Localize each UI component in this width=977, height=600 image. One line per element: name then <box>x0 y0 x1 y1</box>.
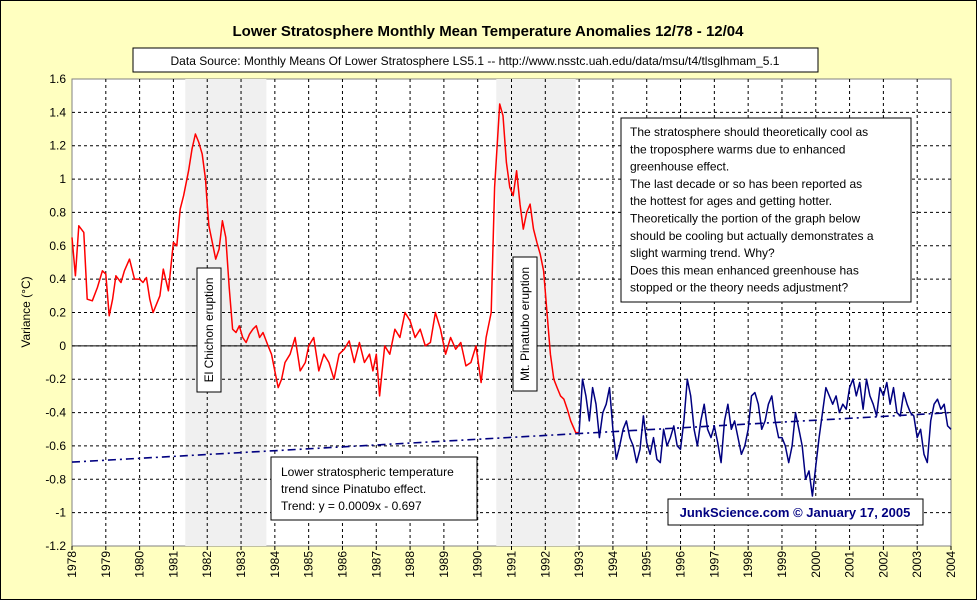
credit-text: JunkScience.com © January 17, 2005 <box>680 505 911 520</box>
x-tick-label: 2002 <box>876 551 890 578</box>
y-tick-label: 0.4 <box>49 272 66 286</box>
credit-box <box>667 498 924 526</box>
series-line-0 <box>71 103 580 434</box>
x-tick-label: 1991 <box>505 551 519 578</box>
x-tick-label: 1999 <box>775 551 789 578</box>
x-tick-label: 1980 <box>133 551 147 578</box>
x-tick-label: 1981 <box>166 551 180 578</box>
note-line: the hottest for ages and getting hotter. <box>630 194 832 208</box>
el-chichon-label: El Chichon eruption <box>202 278 216 383</box>
y-tick-labels: -1.2 -1 -0.8 -0.6 -0.4 -0.2 0 0.2 0.4 0.6 0.8 1 1.2 1… <box>45 72 66 553</box>
x-tick-label: 1995 <box>640 551 654 578</box>
x-tick-label: 1990 <box>471 551 485 578</box>
y-tick-label: 0.6 <box>49 239 66 253</box>
note-line: Does this mean enhanced greenhouse has <box>630 263 859 277</box>
y-tick-label: 0.2 <box>49 306 66 320</box>
x-tick-label: 1988 <box>403 551 417 578</box>
x-tick-label: 1993 <box>572 551 586 578</box>
x-tick-label: 1984 <box>268 551 282 578</box>
subtitle-box <box>132 47 819 73</box>
x-tick-label: 1987 <box>369 551 383 578</box>
x-tick-label: 2000 <box>809 551 823 578</box>
note-line: slight warming trend. Why? <box>630 246 775 260</box>
note-line: stopped or the theory needs adjustment? <box>630 281 848 295</box>
trend-note-line: Trend: y = 0.0009x - 0.697 <box>281 499 422 513</box>
x-tick-label: 1978 <box>65 551 79 578</box>
x-tick-label: 2003 <box>910 551 924 578</box>
y-tick-label: 1.2 <box>49 139 66 153</box>
x-tick-label: 1979 <box>99 551 113 578</box>
stratosphere-note: The stratosphere should theoretically co… <box>630 125 874 295</box>
trend-note-line: trend since Pinatubo effect. <box>281 482 426 496</box>
y-tick-label: -0.8 <box>45 472 66 486</box>
trend-line <box>71 411 952 463</box>
note-line: The stratosphere should theoretically co… <box>630 125 868 139</box>
x-tick-label: 1992 <box>538 551 552 578</box>
note-line: The last decade or so has been reported … <box>630 177 862 191</box>
y-tick-label: -0.2 <box>45 372 66 386</box>
note-line: greenhouse effect. <box>630 160 729 174</box>
series <box>71 103 952 497</box>
el-chichon-label-box <box>196 267 222 393</box>
y-tick-label: 1.4 <box>49 105 66 119</box>
note-line: the troposphere warms due to enhanced <box>630 142 845 156</box>
x-tick-label: 1985 <box>302 551 316 578</box>
note-line: should be cooling but actually demonstra… <box>630 229 874 243</box>
x-tick-label: 2001 <box>843 551 857 578</box>
y-tick-label: 1 <box>59 172 66 186</box>
series-line-1 <box>578 378 952 497</box>
y-tick-label: -1 <box>55 506 66 520</box>
y-tick-label: -0.4 <box>45 406 66 420</box>
x-tick-label: 1986 <box>335 551 349 578</box>
x-tick-label: 1982 <box>200 551 214 578</box>
x-tick-label: 1989 <box>437 551 451 578</box>
y-tick-label: -1.2 <box>45 539 66 553</box>
x-tick-label: 2004 <box>944 551 958 578</box>
y-tick-label: 0.8 <box>49 205 66 219</box>
stratosphere-note-box <box>620 117 912 303</box>
x-tick-labels: 1978 1979 1980 1981 1982 1983 1984 1985 1986 1987… <box>65 546 958 578</box>
y-axis-label: Variance (°C) <box>19 276 33 347</box>
x-tick-label: 1998 <box>741 551 755 578</box>
x-tick-label: 1997 <box>707 551 721 578</box>
trend-note-line: Lower stratospheric temperature <box>281 465 454 479</box>
pinatubo-label: Mt. Pinatubo eruption <box>518 267 532 381</box>
pinatubo-label-box <box>512 256 538 392</box>
x-tick-label: 1996 <box>674 551 688 578</box>
trend-note-box <box>270 456 478 521</box>
x-tick-label: 1994 <box>606 551 620 578</box>
note-line: Theoretically the portion of the graph b… <box>630 212 860 226</box>
trend-note: Lower stratospheric temperature trend sin… <box>281 465 454 513</box>
chart-subtitle: Data Source: Monthly Means Of Lower Stra… <box>171 54 780 68</box>
y-tick-label: -0.6 <box>45 439 66 453</box>
y-tick-label: 0 <box>59 339 66 353</box>
chart-title: Lower Stratosphere Monthly Mean Temperat… <box>233 23 745 40</box>
x-tick-label: 1983 <box>234 551 248 578</box>
y-tick-label: 1.6 <box>49 72 66 86</box>
